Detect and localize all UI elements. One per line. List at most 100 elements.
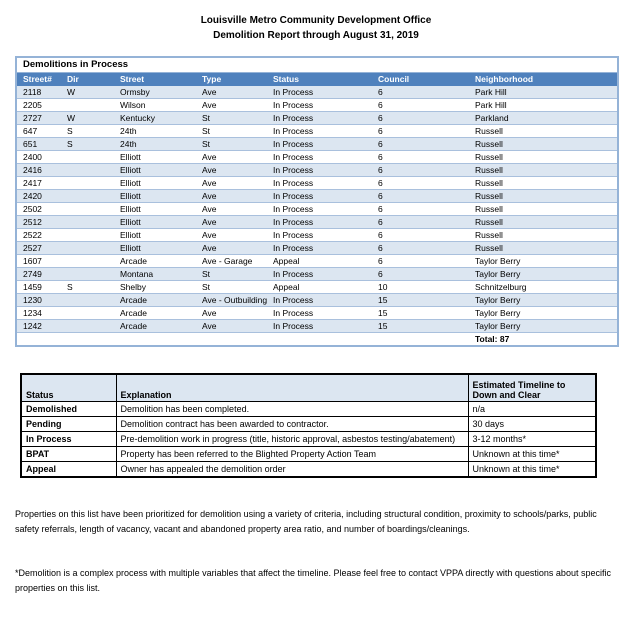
timeline-note-paragraph: *Demolition is a complex process with mu…	[15, 568, 611, 593]
cell-status: In Process	[267, 202, 372, 216]
cell-dir	[61, 202, 114, 216]
cell-street: Shelby	[114, 280, 196, 294]
col-header-council: Council	[372, 72, 469, 86]
cell-dir: S	[61, 280, 114, 294]
demolition-row: 2118 W Ormsby Ave In Process 6 Park Hill	[16, 85, 618, 99]
cell-council: 6	[372, 137, 469, 151]
cell-dir: S	[61, 124, 114, 138]
cell-type: Ave	[196, 306, 267, 320]
cell-type: Ave	[196, 98, 267, 112]
cell-street: 24th	[114, 124, 196, 138]
cell-neighborhood: Taylor Berry	[469, 319, 618, 333]
cell-neighborhood: Russell	[469, 215, 618, 229]
cell-status: In Process	[267, 111, 372, 125]
cell-neighborhood: Taylor Berry	[469, 306, 618, 320]
cell-dir	[61, 267, 114, 281]
cell-street-number: 2727	[16, 111, 61, 125]
cell-council: 6	[372, 98, 469, 112]
demolition-row: 1234 Arcade Ave In Process 15 Taylor Berry	[16, 306, 618, 320]
demolition-row: 1242 Arcade Ave In Process 15 Taylor Berry	[16, 319, 618, 333]
col-header-dir: Dir	[61, 72, 114, 86]
cell-type: Ave - Garage	[196, 254, 267, 268]
cell-street-number: 1234	[16, 306, 61, 320]
legend-cell-explanation: Pre-demolition work in progress (title, …	[115, 431, 469, 447]
cell-status: Appeal	[267, 280, 372, 294]
legend-cell-status: Demolished	[20, 401, 117, 417]
cell-neighborhood: Russell	[469, 176, 618, 190]
demolition-row: 2502 Elliott Ave In Process 6 Russell	[16, 202, 618, 216]
cell-dir: S	[61, 137, 114, 151]
cell-council: 6	[372, 202, 469, 216]
cell-status: In Process	[267, 319, 372, 333]
legend-cell-status: Appeal	[20, 461, 117, 478]
cell-street-number: 2527	[16, 241, 61, 255]
cell-street-number: 2512	[16, 215, 61, 229]
demolition-row: 2417 Elliott Ave In Process 6 Russell	[16, 176, 618, 190]
cell-type: Ave	[196, 228, 267, 242]
cell-street-number: 1230	[16, 293, 61, 307]
demolition-row: 1230 Arcade Ave - Outbuilding In Process 15 T…	[16, 293, 618, 307]
cell-street: Wilson	[114, 98, 196, 112]
cell-status: In Process	[267, 241, 372, 255]
cell-street-number: 2502	[16, 202, 61, 216]
cell-status: In Process	[267, 228, 372, 242]
legend-cell-explanation: Demolition has been completed.	[115, 401, 469, 417]
cell-street: Elliott	[114, 215, 196, 229]
cell-street: 24th	[114, 137, 196, 151]
cell-dir	[61, 150, 114, 164]
col-header-street-number: Street#	[16, 72, 61, 86]
legend-col-header-status: Status	[20, 373, 117, 402]
cell-council: 6	[372, 163, 469, 177]
demolition-row: 2400 Elliott Ave In Process 6 Russell	[16, 150, 618, 164]
cell-street: Elliott	[114, 241, 196, 255]
cell-council: 6	[372, 176, 469, 190]
demolition-row: 651 S 24th St In Process 6 Russell	[16, 137, 618, 151]
cell-status: In Process	[267, 137, 372, 151]
cell-street: Elliott	[114, 163, 196, 177]
demolition-row: 2522 Elliott Ave In Process 6 Russell	[16, 228, 618, 242]
cell-council: 6	[372, 215, 469, 229]
total-row: Total: 87	[16, 332, 618, 346]
demolition-row: 2205 Wilson Ave In Process 6 Park Hill	[16, 98, 618, 112]
cell-council: 15	[372, 293, 469, 307]
report-title-line2: Demolition Report through August 31, 201…	[213, 30, 419, 41]
cell-dir	[61, 254, 114, 268]
cell-neighborhood: Russell	[469, 163, 618, 177]
demolitions-rows: 2118 W Ormsby Ave In Process 6 Park Hill 2205 Wi…	[16, 85, 618, 333]
cell-dir	[61, 176, 114, 190]
cell-dir	[61, 228, 114, 242]
cell-status: In Process	[267, 124, 372, 138]
cell-council: 15	[372, 319, 469, 333]
cell-neighborhood: Russell	[469, 189, 618, 203]
cell-street-number: 651	[16, 137, 61, 151]
cell-council: 6	[372, 254, 469, 268]
status-legend-table: Status Explanation Estimated Timeline to…	[20, 372, 597, 478]
report-title: Louisville Metro Community Development O…	[15, 13, 617, 43]
demolition-row: 1459 S Shelby St Appeal 10 Schnitzelburg	[16, 280, 618, 294]
cell-street: Arcade	[114, 293, 196, 307]
cell-type: St	[196, 267, 267, 281]
cell-council: 10	[372, 280, 469, 294]
cell-type: Ave	[196, 215, 267, 229]
demolition-row: 2416 Elliott Ave In Process 6 Russell	[16, 163, 618, 177]
cell-neighborhood: Russell	[469, 137, 618, 151]
demolition-row: 2420 Elliott Ave In Process 6 Russell	[16, 189, 618, 203]
report-page: Louisville Metro Community Development O…	[15, 13, 619, 593]
cell-dir	[61, 163, 114, 177]
cell-type: Ave	[196, 202, 267, 216]
demolition-row: 2749 Montana St In Process 6 Taylor Berry	[16, 267, 618, 281]
cell-status: In Process	[267, 215, 372, 229]
cell-status: In Process	[267, 176, 372, 190]
cell-street: Kentucky	[114, 111, 196, 125]
cell-status: Appeal	[267, 254, 372, 268]
cell-street-number: 647	[16, 124, 61, 138]
cell-neighborhood: Park Hill	[469, 85, 618, 99]
status-legend-row: BPAT Property has been referred to the Bl…	[20, 446, 597, 462]
cell-street-number: 1459	[16, 280, 61, 294]
status-legend-row: Appeal Owner has appealed the demolition …	[20, 461, 597, 478]
cell-dir	[61, 215, 114, 229]
cell-dir: W	[61, 111, 114, 125]
legend-cell-status: In Process	[20, 431, 117, 447]
cell-street: Elliott	[114, 228, 196, 242]
cell-street-number: 2417	[16, 176, 61, 190]
